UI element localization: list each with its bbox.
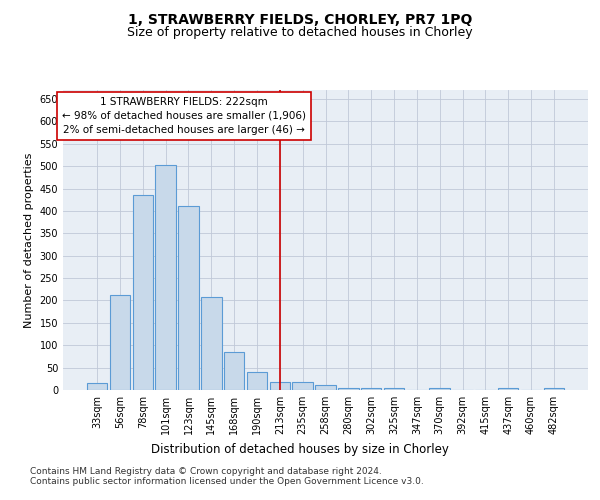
Bar [430,388,450,390]
Bar [315,385,336,390]
Bar [361,388,382,390]
Bar [544,388,564,390]
Y-axis label: Number of detached properties: Number of detached properties [24,152,34,328]
Bar [155,165,176,390]
Bar [178,206,199,390]
Bar [87,384,107,390]
Text: Size of property relative to detached houses in Chorley: Size of property relative to detached ho… [127,26,473,39]
Bar [201,298,221,390]
Text: 1, STRAWBERRY FIELDS, CHORLEY, PR7 1PQ: 1, STRAWBERRY FIELDS, CHORLEY, PR7 1PQ [128,12,472,26]
Text: Contains public sector information licensed under the Open Government Licence v3: Contains public sector information licen… [30,478,424,486]
Bar [224,352,244,390]
Bar [498,388,518,390]
Text: 1 STRAWBERRY FIELDS: 222sqm
← 98% of detached houses are smaller (1,906)
2% of s: 1 STRAWBERRY FIELDS: 222sqm ← 98% of det… [62,96,306,134]
Text: Distribution of detached houses by size in Chorley: Distribution of detached houses by size … [151,442,449,456]
Bar [338,388,359,390]
Bar [384,388,404,390]
Bar [269,382,290,390]
Text: Contains HM Land Registry data © Crown copyright and database right 2024.: Contains HM Land Registry data © Crown c… [30,468,382,476]
Bar [110,295,130,390]
Bar [292,382,313,390]
Bar [247,372,267,390]
Bar [133,195,153,390]
